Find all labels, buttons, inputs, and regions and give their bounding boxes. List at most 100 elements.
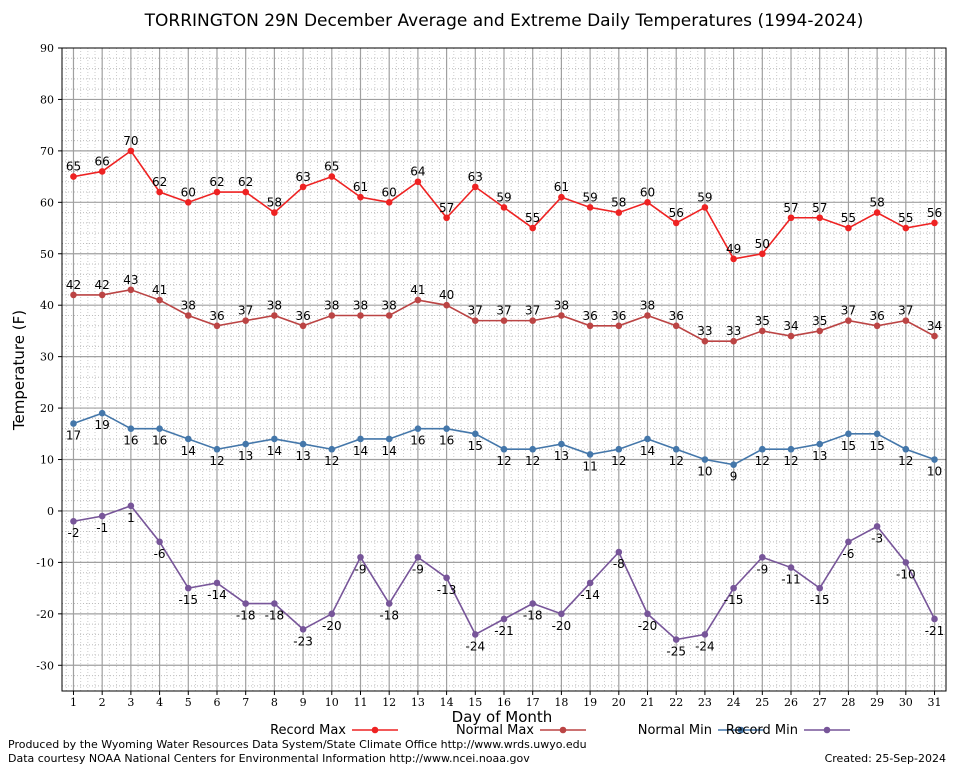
data-point (615, 322, 623, 330)
data-point (902, 445, 910, 453)
data-point (271, 600, 278, 607)
data-point (873, 322, 881, 330)
data-point (98, 512, 106, 520)
data-point (902, 224, 910, 232)
data-point (787, 214, 795, 222)
data-point (644, 435, 651, 443)
data-label: 14 (353, 444, 368, 458)
data-point (873, 209, 881, 216)
data-label: 43 (123, 273, 138, 287)
data-point (644, 312, 651, 319)
data-point (156, 425, 163, 432)
data-label: 56 (927, 206, 942, 220)
x-axis-label: Day of Month (452, 708, 553, 726)
data-point (902, 559, 910, 566)
data-label: 12 (324, 454, 339, 468)
data-point (759, 327, 766, 335)
data-point (759, 250, 766, 258)
data-point (759, 445, 766, 453)
data-label: 11 (582, 459, 597, 473)
data-label: -24 (695, 639, 715, 653)
data-label: 34 (927, 319, 942, 333)
data-point (414, 178, 422, 186)
data-point (615, 445, 623, 453)
data-label: 50 (755, 237, 770, 251)
x-tick-label: 31 (928, 696, 942, 709)
legend-marker (823, 726, 831, 734)
data-label: -6 (842, 547, 854, 561)
data-point (759, 553, 766, 561)
data-label: 49 (726, 242, 741, 256)
data-point (242, 317, 249, 324)
data-label: 59 (697, 190, 712, 204)
data-label: 63 (295, 170, 310, 184)
data-label: 13 (812, 449, 827, 463)
data-label: 16 (152, 434, 167, 448)
data-point (845, 538, 852, 546)
data-point (271, 209, 278, 216)
data-label: 65 (66, 160, 81, 174)
data-point (816, 214, 824, 222)
data-label: -3 (871, 531, 883, 545)
legend-marker (559, 726, 567, 734)
data-label: 61 (554, 180, 569, 194)
data-point (873, 430, 881, 438)
data-point (672, 322, 680, 330)
data-label: 35 (755, 314, 770, 328)
x-tick-label: 12 (382, 696, 396, 709)
data-point (156, 296, 163, 304)
data-label: 16 (410, 434, 425, 448)
data-point (357, 312, 364, 319)
data-point (558, 610, 565, 618)
data-label: 42 (66, 278, 81, 292)
data-point (931, 332, 938, 340)
data-point (931, 456, 938, 463)
data-label: 40 (439, 288, 454, 302)
data-point (701, 631, 709, 638)
y-axis-label: Temperature (F) (10, 310, 28, 431)
data-label: 60 (382, 185, 397, 199)
data-point (443, 214, 450, 222)
data-label: 16 (123, 434, 138, 448)
data-label: -9 (412, 562, 424, 576)
data-point (529, 224, 537, 232)
legend-marker (737, 726, 745, 734)
data-label: -2 (67, 526, 79, 540)
data-point (730, 255, 737, 263)
data-label: 41 (410, 283, 425, 297)
data-label: 60 (181, 185, 196, 199)
data-point (127, 425, 135, 432)
data-point (845, 317, 852, 324)
data-point (558, 440, 565, 448)
data-point (127, 502, 135, 510)
data-label: 35 (812, 314, 827, 328)
data-label: 19 (95, 418, 110, 432)
data-point (299, 322, 307, 330)
y-tick-label: 60 (40, 196, 54, 209)
y-tick-label: -30 (36, 659, 54, 672)
data-label: -1 (96, 521, 108, 535)
data-point (328, 312, 336, 319)
data-point (299, 440, 307, 448)
data-point (213, 322, 221, 330)
data-label: 15 (468, 439, 483, 453)
data-label: 58 (869, 196, 884, 210)
data-label: -20 (638, 619, 658, 633)
data-point (98, 291, 106, 299)
data-label: 37 (841, 304, 856, 318)
x-tick-label: 19 (583, 696, 597, 709)
data-point (414, 425, 422, 432)
y-tick-label: -20 (36, 608, 54, 621)
legend-label: Normal Max (456, 723, 534, 738)
data-label: -24 (465, 639, 485, 653)
data-point (701, 204, 709, 211)
legend-marker (371, 726, 379, 734)
x-tick-label: 16 (497, 696, 511, 709)
data-point (816, 440, 824, 448)
data-point (672, 445, 680, 453)
data-point (70, 420, 77, 427)
data-point (414, 553, 422, 561)
data-label: 1 (127, 511, 135, 525)
data-label: -6 (154, 547, 166, 561)
